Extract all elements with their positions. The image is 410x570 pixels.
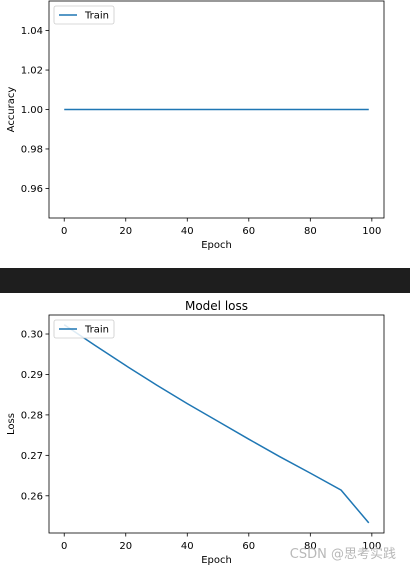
x-tick-label: 20	[119, 226, 132, 237]
y-tick-label: 0.26	[21, 491, 43, 502]
y-tick-label: 1.02	[21, 66, 43, 77]
watermark-text: CSDN @思考实践	[289, 547, 396, 562]
y-tick-label: 0.98	[21, 144, 43, 155]
x-tick-label: 80	[304, 226, 317, 237]
y-tick-label: 0.29	[21, 370, 43, 381]
x-tick-label: 60	[242, 541, 255, 552]
x-tick-label: 0	[61, 226, 67, 237]
y-tick-label: 1.00	[21, 105, 43, 116]
axes-frame-2	[48, 314, 385, 534]
x-tick-label: 20	[119, 541, 132, 552]
x-tick-label: 0	[61, 541, 67, 552]
legend-box-2	[53, 319, 115, 339]
y-tick-label: 0.30	[21, 330, 43, 341]
legend-box-1	[53, 5, 115, 25]
y-tick-label: 0.27	[21, 451, 43, 462]
legend-label-train: Train	[84, 11, 109, 22]
y-tick-label: 1.04	[21, 26, 43, 37]
x-axis-label-2: Epoch	[201, 555, 232, 566]
x-axis-label-1: Epoch	[201, 240, 232, 251]
x-tick-label: 40	[181, 541, 194, 552]
legend-label-train: Train	[84, 325, 109, 336]
panel-divider	[0, 268, 410, 293]
x-tick-label: 100	[362, 541, 381, 552]
series-line-train-2	[63, 324, 370, 524]
y-axis-label-2: Loss	[6, 413, 17, 435]
chart-title-2: Model loss	[185, 299, 248, 313]
x-tick-label: 40	[181, 226, 194, 237]
x-tick-label: 80	[304, 541, 317, 552]
y-axis-label-1: Accuracy	[6, 87, 17, 133]
y-tick-label: 0.28	[21, 410, 43, 421]
y-tick-label: 0.96	[21, 184, 43, 195]
x-tick-label: 60	[242, 226, 255, 237]
x-tick-label: 100	[362, 226, 381, 237]
